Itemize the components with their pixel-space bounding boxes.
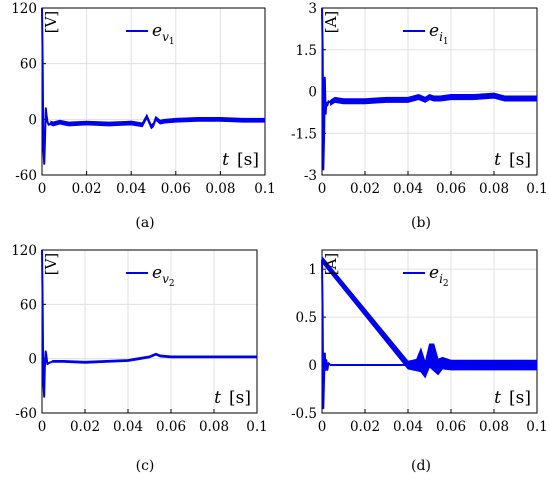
panel-caption: (b) xyxy=(411,215,431,231)
x-tick-label: 0.04 xyxy=(393,181,423,197)
x-tick-label: 0.1 xyxy=(526,181,547,197)
x-tick-label: 0.04 xyxy=(113,419,143,435)
unit-label: [A] xyxy=(322,11,340,34)
y-tick-label: 120 xyxy=(11,243,37,259)
x-tick-label: 0.02 xyxy=(350,181,380,197)
x-tick-label: 0.08 xyxy=(205,181,235,197)
x-tick-label: 0.06 xyxy=(161,181,191,197)
x-tick-label: 0 xyxy=(318,419,327,435)
y-tick-label: 60 xyxy=(20,297,37,313)
y-tick-label: 1.5 xyxy=(296,43,317,59)
x-tick-label: 0.02 xyxy=(70,419,100,435)
unit-label: [V] xyxy=(42,253,60,276)
x-tick-label: 0.1 xyxy=(246,419,267,435)
x-tick-label: 0 xyxy=(38,419,47,435)
y-tick-label: 0 xyxy=(308,358,317,374)
x-tick-label: 0.1 xyxy=(254,181,275,197)
y-tick-label: -60 xyxy=(15,168,37,184)
panel-caption: (a) xyxy=(135,215,154,231)
x-tick-label: 0.02 xyxy=(350,419,380,435)
signal-ripple-band xyxy=(50,113,266,130)
x-axis-label: t [s] xyxy=(494,388,531,408)
legend-label: ei2 xyxy=(429,263,449,289)
signal-line xyxy=(41,7,265,165)
y-tick-label: 120 xyxy=(11,1,37,17)
panel-caption: (d) xyxy=(411,458,431,474)
y-tick-label: 3 xyxy=(308,1,317,17)
signal-line xyxy=(41,249,257,398)
x-axis-label: t [s] xyxy=(494,150,531,170)
legend-label: ei1 xyxy=(429,21,449,47)
y-tick-label: 0 xyxy=(308,85,317,101)
y-tick-label: 1 xyxy=(308,262,317,278)
signal-line xyxy=(321,7,537,171)
x-tick-label: 0.08 xyxy=(199,419,229,435)
x-tick-label: 0.08 xyxy=(479,419,509,435)
chart-panel-2: 0 0.02 0.04 0.06 0.08 0.1 3 1.5 0 -1.5 -3 [A] ei1 t [s… xyxy=(291,1,548,231)
y-tick-label: -1.5 xyxy=(291,126,317,142)
x-tick-label: 0 xyxy=(38,181,47,197)
x-tick-label: 0.06 xyxy=(436,181,466,197)
y-tick-label: 0 xyxy=(28,112,37,128)
y-tick-label: -3 xyxy=(304,168,317,184)
x-tick-label: 0 xyxy=(318,181,327,197)
panel-caption: (c) xyxy=(136,458,155,474)
y-tick-label: -0.5 xyxy=(291,406,317,422)
legend-label: ev2 xyxy=(152,263,175,289)
x-tick-label: 0.04 xyxy=(393,419,423,435)
y-tick-label: 0.5 xyxy=(296,310,317,326)
legend-label: ev1 xyxy=(152,21,175,47)
y-tick-label: 60 xyxy=(20,57,37,73)
x-tick-label: 0.04 xyxy=(116,181,146,197)
signal-line xyxy=(321,259,537,410)
x-tick-label: 0.08 xyxy=(479,181,509,197)
y-tick-label: 0 xyxy=(28,352,37,368)
plot-frame xyxy=(41,249,258,414)
x-tick-label: 0.02 xyxy=(72,181,102,197)
x-axis-label: t [s] xyxy=(222,150,259,170)
x-tick-label: 0.06 xyxy=(436,419,466,435)
x-tick-label: 0.06 xyxy=(156,419,186,435)
unit-label: [A] xyxy=(322,253,340,276)
y-tick-label: -60 xyxy=(15,406,37,422)
unit-label: [V] xyxy=(42,11,60,34)
x-axis-label: t [s] xyxy=(214,388,251,408)
x-tick-label: 0.1 xyxy=(526,419,547,435)
